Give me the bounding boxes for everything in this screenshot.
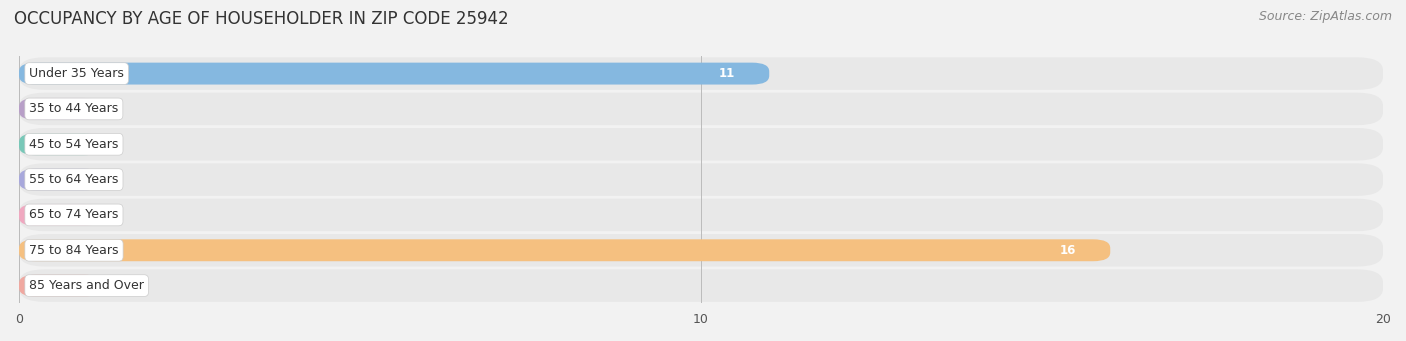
- Text: Source: ZipAtlas.com: Source: ZipAtlas.com: [1258, 10, 1392, 23]
- FancyBboxPatch shape: [20, 169, 101, 191]
- FancyBboxPatch shape: [20, 269, 1384, 302]
- Text: 0: 0: [114, 208, 122, 221]
- Text: 0: 0: [114, 138, 122, 151]
- Text: 35 to 44 Years: 35 to 44 Years: [30, 102, 118, 115]
- Text: 65 to 74 Years: 65 to 74 Years: [30, 208, 118, 221]
- Text: 16: 16: [1060, 244, 1076, 257]
- Text: 0: 0: [114, 173, 122, 186]
- Text: 0: 0: [114, 102, 122, 115]
- FancyBboxPatch shape: [20, 163, 1384, 196]
- FancyBboxPatch shape: [20, 234, 1384, 267]
- Text: 85 Years and Over: 85 Years and Over: [30, 279, 143, 292]
- FancyBboxPatch shape: [20, 63, 769, 85]
- FancyBboxPatch shape: [20, 98, 101, 120]
- Text: Under 35 Years: Under 35 Years: [30, 67, 124, 80]
- FancyBboxPatch shape: [20, 199, 1384, 231]
- Text: 75 to 84 Years: 75 to 84 Years: [30, 244, 118, 257]
- FancyBboxPatch shape: [20, 57, 1384, 90]
- FancyBboxPatch shape: [20, 239, 1111, 261]
- Text: 55 to 64 Years: 55 to 64 Years: [30, 173, 118, 186]
- Text: 45 to 54 Years: 45 to 54 Years: [30, 138, 118, 151]
- Text: 0: 0: [114, 279, 122, 292]
- Text: OCCUPANCY BY AGE OF HOUSEHOLDER IN ZIP CODE 25942: OCCUPANCY BY AGE OF HOUSEHOLDER IN ZIP C…: [14, 10, 509, 28]
- FancyBboxPatch shape: [20, 128, 1384, 161]
- FancyBboxPatch shape: [20, 275, 101, 297]
- FancyBboxPatch shape: [20, 133, 101, 155]
- FancyBboxPatch shape: [20, 93, 1384, 125]
- FancyBboxPatch shape: [20, 204, 101, 226]
- Text: 11: 11: [718, 67, 735, 80]
